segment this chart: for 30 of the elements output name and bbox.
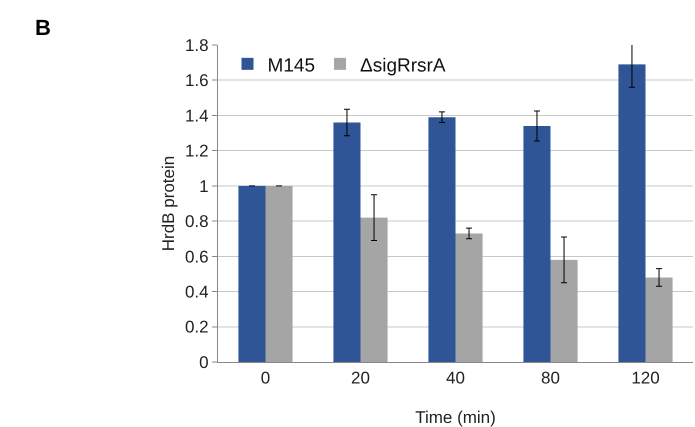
legend-label: ΔsigRrsrA	[360, 55, 446, 76]
bar	[646, 277, 673, 362]
x-tick-label: 80	[541, 368, 560, 388]
legend-label: M145	[268, 55, 316, 76]
x-axis-title: Time (min)	[415, 408, 496, 427]
bar	[618, 64, 646, 362]
bar	[333, 122, 360, 362]
bar	[238, 186, 266, 362]
bar	[550, 260, 578, 362]
y-tick-label: 1.4	[184, 106, 209, 126]
y-tick-label: 0.2	[184, 318, 209, 337]
x-tick-label: 120	[631, 368, 660, 388]
y-tick-label: 1	[199, 176, 209, 196]
bar	[360, 218, 388, 362]
x-tick-label: 0	[260, 368, 270, 388]
y-tick-label: 1.6	[184, 71, 209, 90]
y-axis-title: HrdB protein	[159, 156, 178, 252]
y-tick-label: 1.2	[184, 142, 209, 161]
bar	[266, 186, 293, 362]
bar	[428, 117, 456, 362]
y-tick-label: 0	[199, 352, 209, 372]
y-tick-label: 1.8	[184, 36, 209, 55]
bar	[523, 126, 550, 362]
y-tick-label: 0.6	[184, 247, 209, 266]
x-tick-label: 20	[351, 368, 370, 388]
y-tick-label: 0.8	[184, 212, 209, 232]
x-tick-label: 40	[446, 368, 465, 388]
y-tick-label: 0.4	[184, 282, 209, 302]
text: B	[35, 15, 51, 40]
bar	[456, 233, 483, 362]
